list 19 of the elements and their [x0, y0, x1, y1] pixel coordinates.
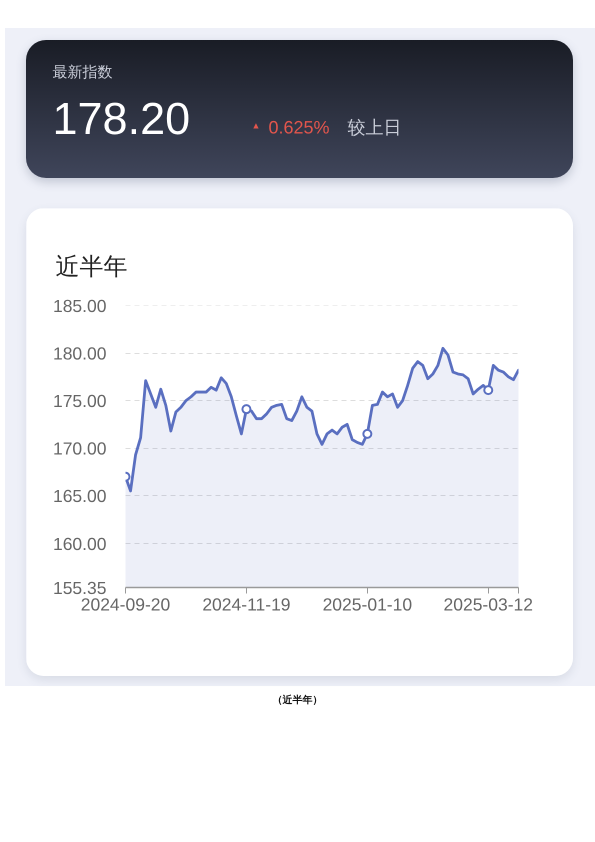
point	[241, 404, 252, 414]
y-tick-label: 180.00	[52, 344, 107, 364]
x-tick-label: 2025-01-10	[322, 594, 412, 614]
text: 0.625%	[268, 118, 330, 138]
text: 最新指数	[52, 64, 112, 81]
y-tick-label: 185.00	[52, 296, 107, 316]
y-tick-label: 170.00	[52, 438, 107, 459]
y-tick-label: 160.00	[52, 534, 107, 554]
point	[362, 428, 372, 439]
text: 178.20	[52, 93, 190, 144]
point	[483, 385, 494, 396]
text: （近半年）	[272, 694, 322, 706]
y-tick-label: 165.00	[52, 486, 107, 506]
chart-title: 近半年	[56, 254, 128, 280]
text: 较上日	[348, 118, 402, 138]
y-tick-label: 175.00	[52, 391, 107, 412]
x-tick-label: 2024-11-19	[202, 594, 291, 614]
x-tick-label: 2025-03-12	[444, 594, 534, 614]
text: ▲	[252, 120, 260, 130]
